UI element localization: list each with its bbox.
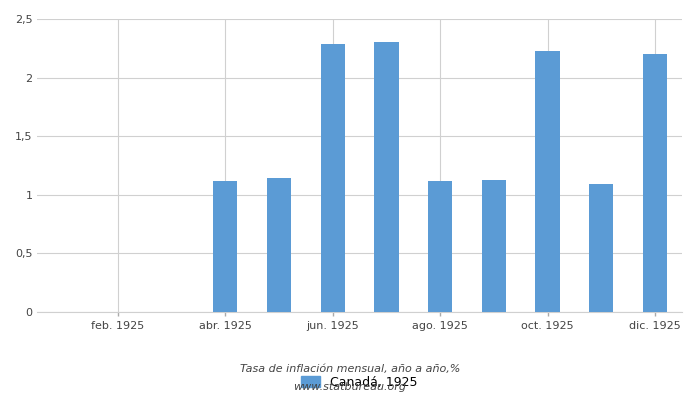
Legend: Canadá, 1925: Canadá, 1925: [297, 371, 423, 394]
Bar: [482, 180, 506, 312]
Bar: [321, 44, 345, 312]
Bar: [214, 181, 237, 312]
Bar: [374, 42, 398, 312]
Bar: [643, 54, 667, 312]
Bar: [536, 51, 559, 312]
Text: www.statbureau.org: www.statbureau.org: [293, 382, 407, 392]
Bar: [428, 181, 452, 312]
Bar: [589, 184, 613, 312]
Text: Tasa de inflación mensual, año a año,%: Tasa de inflación mensual, año a año,%: [240, 364, 460, 374]
Bar: [267, 178, 291, 312]
